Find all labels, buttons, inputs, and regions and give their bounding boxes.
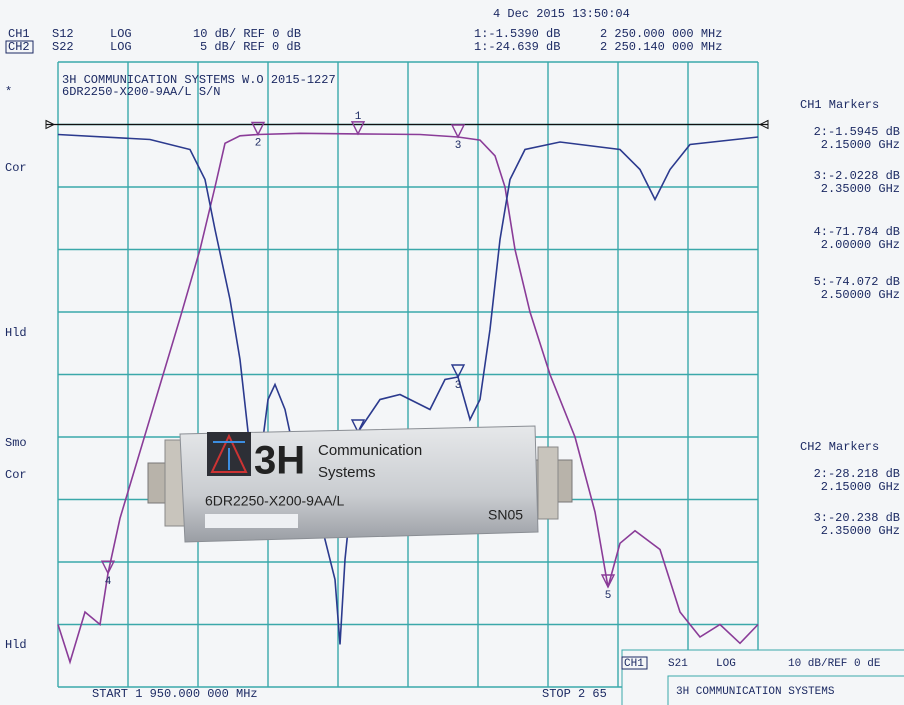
scale: 5 dB/ REF 0 dB [200, 40, 301, 54]
softkey-label: Hld [5, 326, 27, 340]
marker-table-title: CH2 Markers [800, 440, 879, 454]
model: 6DR2250-X200-9AA/L [205, 493, 345, 509]
reference-arrow [758, 119, 769, 130]
marker-table-entry: 2.15000 GHz [821, 138, 900, 152]
brand-name: Systems [318, 464, 376, 481]
marker-table-entry: 2.35000 GHz [821, 524, 900, 538]
plot-header: 3H COMMUNICATION SYSTEMS W.O 2015-1227 [62, 73, 336, 87]
format: LOG [110, 27, 132, 41]
marker-number: 1 [355, 111, 362, 123]
inset-title-box [667, 675, 904, 705]
trace [57, 133, 759, 645]
inset-format: LOG [716, 658, 736, 670]
marker-triangle [450, 364, 466, 379]
softkey-label: Hld [5, 638, 27, 652]
marker-readout: 1:-24.639 dB [474, 40, 560, 54]
softkey-label: Smo [5, 436, 27, 450]
plot-header: 6DR2250-X200-9AA/L S/N [62, 85, 220, 99]
inset-param: S21 [668, 658, 688, 670]
marker-freq: 2 250.000 000 MHz [600, 27, 722, 41]
inset-scale: 10 dB/REF 0 dE [788, 658, 881, 670]
marker-triangle [350, 419, 366, 434]
start-label: START 1 950.000 000 MHz [92, 687, 258, 701]
marker-triangle [600, 574, 616, 589]
connector-nut [537, 446, 559, 520]
marker-table-title: CH1 Markers [800, 98, 879, 112]
marker-table-entry: 5:-74.072 dB [814, 275, 900, 289]
scale: 10 dB/ REF 0 dB [193, 27, 301, 41]
inset-active-box [621, 656, 648, 670]
logo-glyph [213, 441, 245, 470]
marker-table-entry: 2:-28.218 dB [814, 467, 900, 481]
brand-name: Communication [318, 442, 422, 459]
softkey-label: * [5, 85, 12, 99]
trace [57, 132, 759, 665]
inset-channel: CH1 [624, 658, 644, 670]
marker-table-entry: 2.50000 GHz [821, 288, 900, 302]
parameter: S12 [52, 27, 74, 41]
marker-freq: 2 250.140 000 MHz [600, 40, 722, 54]
marker-table-entry: 2.35000 GHz [821, 182, 900, 196]
marker-readout: 1:-1.5390 dB [474, 27, 560, 41]
marker-number: 2 [255, 137, 262, 149]
logo: 3H [254, 439, 305, 483]
product-photo: 3H Communication Systems 6DR2250-X200-9AA/L… [147, 425, 573, 543]
format: LOG [110, 40, 132, 54]
marker-table-entry: 2.00000 GHz [821, 238, 900, 252]
channel-id: CH1 [8, 27, 30, 41]
marker-table-entry: 2:-1.5945 dB [814, 125, 900, 139]
marker-triangle [250, 121, 266, 137]
housing [179, 425, 539, 543]
marker-table-entry: 2.15000 GHz [821, 480, 900, 494]
marker-number: 5 [605, 590, 612, 602]
marker-triangle [100, 560, 116, 575]
reference-arrow [45, 119, 56, 130]
inset-title: 3H COMMUNICATION SYSTEMS [676, 686, 835, 698]
label-strip [205, 514, 298, 528]
serial: SN05 [488, 507, 523, 523]
marker-table-entry: 3:-20.238 dB [814, 511, 900, 525]
logo-glyph [210, 433, 248, 473]
marker-table-entry: 4:-71.784 dB [814, 225, 900, 239]
marker-triangle [350, 121, 366, 136]
datetime: 4 Dec 2015 13:50:04 [493, 7, 630, 21]
marker-number: 3 [455, 380, 462, 392]
active-box [5, 40, 34, 54]
stop-label: STOP 2 65 [542, 687, 607, 701]
inset-window [621, 649, 904, 705]
marker-triangle [450, 124, 466, 139]
softkey-label: Cor [5, 468, 27, 482]
marker-table-entry: 3:-2.0228 dB [814, 169, 900, 183]
marker-number: 3 [455, 140, 462, 152]
channel-id: CH2 [8, 40, 30, 54]
softkey-label: Cor [5, 161, 27, 175]
parameter: S22 [52, 40, 74, 54]
marker-number: 4 [105, 576, 112, 588]
